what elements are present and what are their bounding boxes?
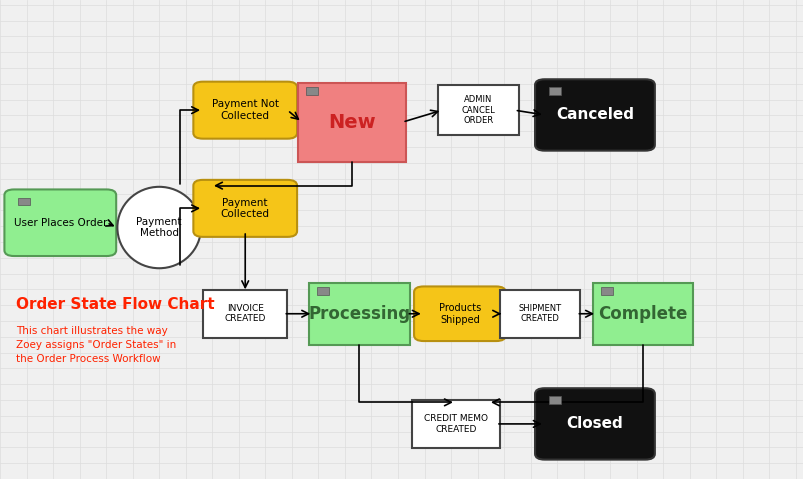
Text: SHIPMENT
CREATED: SHIPMENT CREATED bbox=[518, 304, 561, 323]
FancyBboxPatch shape bbox=[414, 286, 505, 341]
Ellipse shape bbox=[117, 187, 201, 268]
FancyBboxPatch shape bbox=[4, 190, 116, 256]
FancyBboxPatch shape bbox=[593, 283, 692, 345]
FancyBboxPatch shape bbox=[535, 388, 654, 460]
FancyBboxPatch shape bbox=[18, 197, 30, 205]
Text: CREDIT MEMO
CREATED: CREDIT MEMO CREATED bbox=[423, 414, 487, 433]
FancyBboxPatch shape bbox=[438, 85, 518, 136]
FancyBboxPatch shape bbox=[601, 287, 613, 295]
FancyBboxPatch shape bbox=[305, 88, 318, 95]
Text: ADMIN
CANCEL
ORDER: ADMIN CANCEL ORDER bbox=[461, 95, 495, 125]
FancyBboxPatch shape bbox=[535, 80, 654, 151]
FancyBboxPatch shape bbox=[202, 290, 287, 338]
FancyBboxPatch shape bbox=[297, 83, 406, 162]
FancyBboxPatch shape bbox=[317, 287, 329, 295]
Text: Order State Flow Chart: Order State Flow Chart bbox=[16, 297, 214, 312]
FancyBboxPatch shape bbox=[193, 180, 297, 237]
FancyBboxPatch shape bbox=[411, 400, 499, 448]
Text: Payment
Method: Payment Method bbox=[137, 217, 181, 239]
Text: This chart illustrates the way
Zoey assigns "Order States" in
the Order Process : This chart illustrates the way Zoey assi… bbox=[16, 326, 176, 364]
FancyBboxPatch shape bbox=[548, 88, 560, 95]
Text: Payment Not
Collected: Payment Not Collected bbox=[211, 99, 279, 121]
Text: Products
Shipped: Products Shipped bbox=[438, 303, 480, 325]
Text: New: New bbox=[328, 113, 376, 132]
Text: Canceled: Canceled bbox=[555, 107, 634, 123]
Text: Processing: Processing bbox=[308, 305, 410, 323]
Text: Complete: Complete bbox=[597, 305, 687, 323]
Text: User Places Order: User Places Order bbox=[14, 218, 107, 228]
FancyBboxPatch shape bbox=[548, 397, 560, 403]
FancyBboxPatch shape bbox=[499, 290, 580, 338]
Text: Closed: Closed bbox=[566, 416, 622, 432]
FancyBboxPatch shape bbox=[193, 81, 297, 139]
Text: Payment
Collected: Payment Collected bbox=[221, 197, 269, 219]
FancyBboxPatch shape bbox=[308, 283, 410, 345]
Text: INVOICE
CREATED: INVOICE CREATED bbox=[224, 304, 266, 323]
